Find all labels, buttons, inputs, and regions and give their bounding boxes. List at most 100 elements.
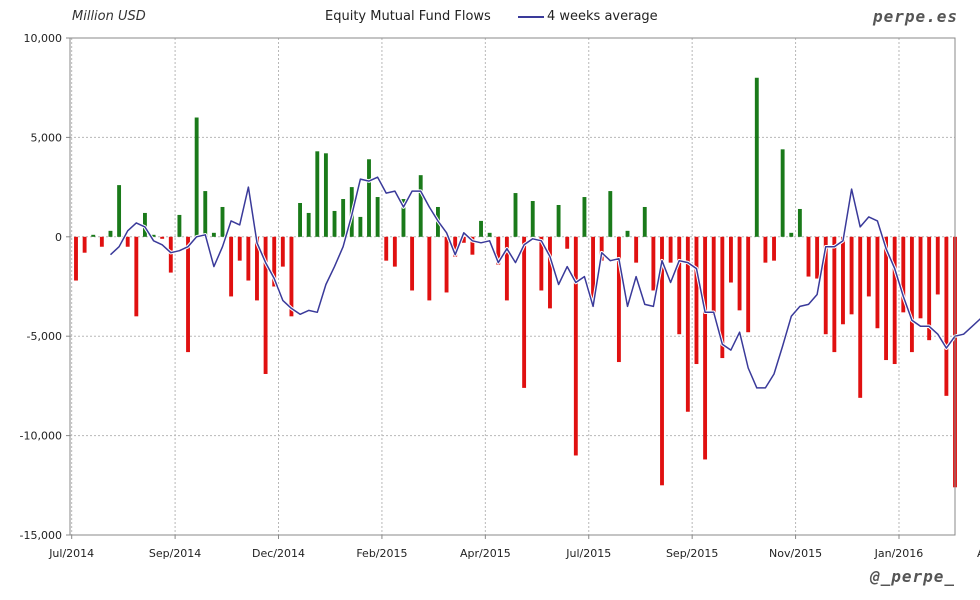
flow-bar bbox=[427, 236, 432, 301]
flow-bar bbox=[392, 236, 397, 267]
x-tick-label: Apr/2015 bbox=[460, 547, 511, 560]
flow-bar bbox=[513, 193, 518, 237]
flow-bar bbox=[229, 236, 234, 297]
flow-bar bbox=[117, 185, 122, 237]
flow-bar bbox=[151, 234, 156, 237]
flow-bar bbox=[668, 236, 673, 263]
x-tick-label: Feb/2015 bbox=[356, 547, 407, 560]
flow-bar bbox=[685, 236, 690, 412]
y-tick-label: 5,000 bbox=[31, 131, 63, 144]
flow-bar bbox=[479, 220, 483, 237]
flow-bar bbox=[634, 236, 639, 263]
flow-bar bbox=[522, 236, 527, 388]
flow-bar bbox=[582, 197, 587, 237]
flow-bar bbox=[470, 236, 475, 255]
flow-bar bbox=[444, 236, 449, 293]
flow-bar bbox=[539, 236, 544, 291]
legend-label-average: 4 weeks average bbox=[547, 9, 658, 24]
flow-bar bbox=[461, 236, 466, 243]
y-tick-label: 0 bbox=[55, 231, 62, 244]
y-tick-label: 10,000 bbox=[24, 32, 63, 45]
y-tick-label: -10,000 bbox=[20, 430, 62, 443]
flow-bar bbox=[746, 236, 751, 333]
flow-bar bbox=[160, 236, 165, 239]
flow-bar bbox=[754, 77, 759, 237]
flow-bar bbox=[703, 236, 708, 460]
flow-bar bbox=[651, 236, 656, 291]
flow-bar bbox=[220, 206, 225, 237]
flow-bar bbox=[832, 236, 837, 353]
flow-bar bbox=[909, 236, 914, 353]
plot-frame bbox=[69, 37, 956, 536]
brand-watermark: perpe.es bbox=[872, 7, 958, 26]
flow-bar bbox=[246, 236, 251, 281]
flow-bar bbox=[573, 236, 578, 456]
flow-bar bbox=[763, 236, 768, 263]
flow-bar bbox=[849, 236, 854, 315]
flow-bar bbox=[280, 236, 285, 267]
x-tick-label: Nov/2015 bbox=[769, 547, 822, 560]
flow-bar bbox=[737, 236, 742, 311]
flow-bar bbox=[866, 236, 871, 297]
flow-bar bbox=[599, 236, 604, 261]
flow-bar bbox=[504, 236, 509, 301]
flow-bar bbox=[858, 236, 863, 398]
flow-bar bbox=[927, 236, 932, 341]
x-tick-label: Jan/2016 bbox=[874, 547, 924, 560]
flow-bar bbox=[125, 236, 130, 247]
flow-bar bbox=[487, 232, 492, 237]
flow-bar bbox=[625, 230, 630, 237]
flow-bar bbox=[410, 236, 415, 291]
flow-bar bbox=[237, 236, 242, 261]
flow-bar bbox=[565, 236, 570, 249]
flow-bar bbox=[341, 199, 346, 237]
author-handle: @_perpe_ bbox=[869, 567, 955, 586]
average-line-group bbox=[109, 175, 980, 390]
flow-bar bbox=[660, 236, 664, 486]
flow-bar bbox=[134, 236, 139, 317]
flow-bar bbox=[375, 197, 380, 237]
flow-bar bbox=[875, 236, 880, 329]
flow-bar bbox=[82, 236, 87, 253]
flow-bar bbox=[306, 212, 311, 237]
flow-bar bbox=[823, 236, 828, 335]
flow-bar bbox=[367, 159, 371, 237]
flow-bar bbox=[901, 236, 906, 313]
flow-bar bbox=[99, 236, 104, 247]
flow-bar bbox=[168, 236, 173, 273]
flow-bar bbox=[315, 151, 320, 237]
x-tick-label: Jul/2014 bbox=[48, 547, 94, 560]
flow-bar bbox=[935, 236, 940, 295]
flow-bar bbox=[255, 236, 259, 301]
flow-bar bbox=[453, 236, 458, 257]
x-tick-label: Jul/2015 bbox=[565, 547, 611, 560]
y-tick-label: -5,000 bbox=[27, 330, 62, 343]
flow-bar bbox=[332, 210, 337, 237]
average-line bbox=[109, 176, 980, 389]
flow-bar bbox=[211, 232, 216, 237]
flow-bar bbox=[496, 236, 501, 265]
flow-bar bbox=[780, 149, 785, 237]
legend: 4 weeks average bbox=[518, 9, 658, 24]
flow-bar bbox=[616, 236, 621, 363]
flow-bar bbox=[323, 153, 328, 237]
flow-bar bbox=[401, 199, 406, 237]
flow-bar bbox=[806, 236, 811, 277]
y-axis-unit-label: Million USD bbox=[72, 9, 146, 24]
flow-bar bbox=[720, 236, 725, 359]
flow-bar bbox=[608, 191, 613, 237]
flow-bar bbox=[548, 236, 552, 309]
flow-bar bbox=[298, 203, 302, 237]
flow-bar bbox=[186, 236, 190, 353]
flow-bar bbox=[358, 216, 363, 237]
flow-bar bbox=[91, 234, 96, 237]
y-tick-label: -15,000 bbox=[20, 529, 62, 542]
flow-bar bbox=[918, 236, 923, 319]
flow-bar bbox=[384, 236, 389, 261]
flow-bar bbox=[272, 236, 277, 287]
flow-bar bbox=[841, 236, 845, 325]
flow-bar bbox=[418, 175, 423, 237]
flow-bar bbox=[143, 212, 147, 237]
flow-bar bbox=[711, 236, 716, 315]
x-tick-label: Sep/2014 bbox=[149, 547, 201, 560]
